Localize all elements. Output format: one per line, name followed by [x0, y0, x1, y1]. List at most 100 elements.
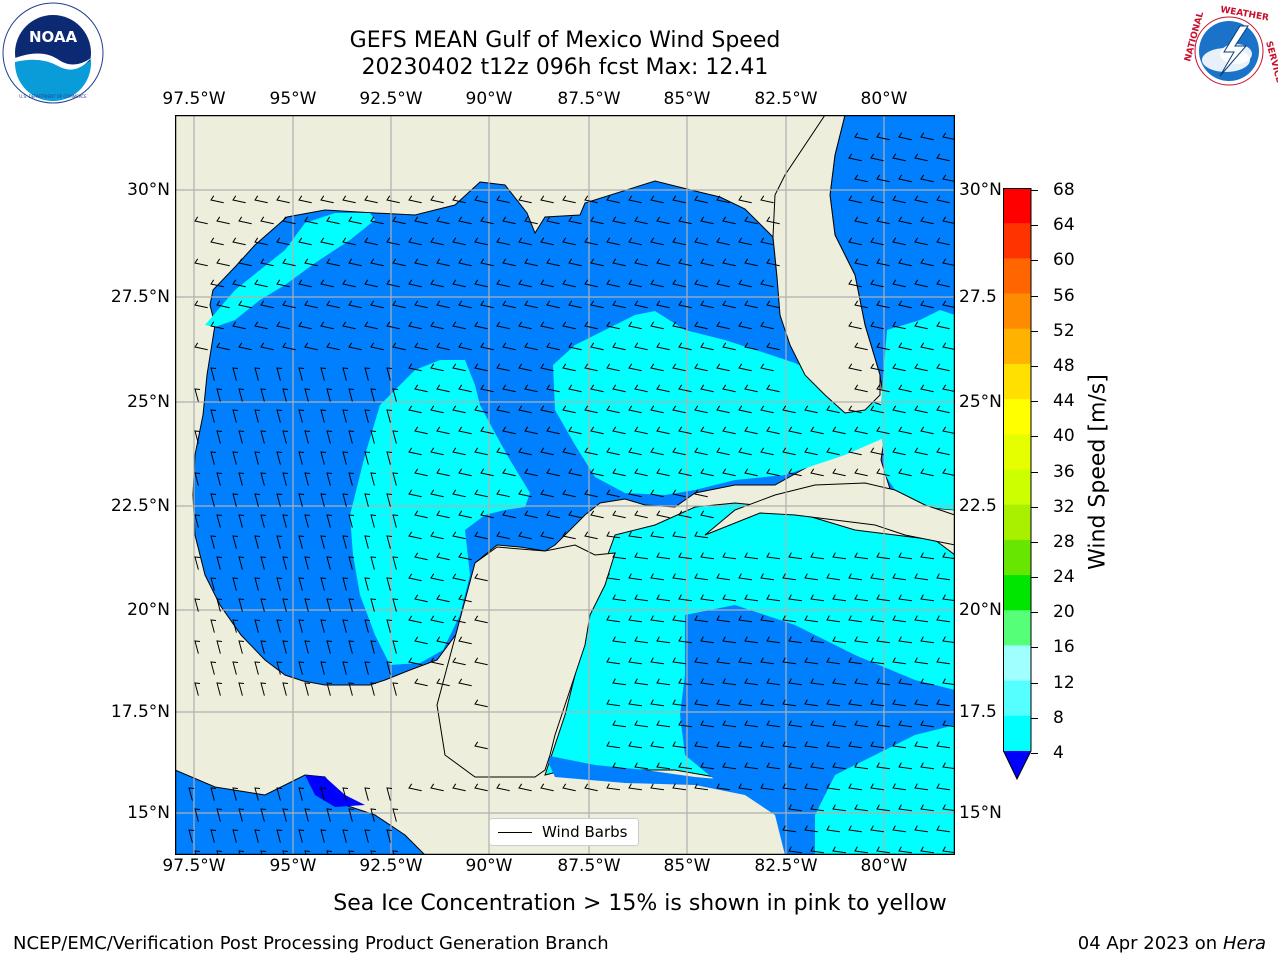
wind-barb	[342, 367, 349, 381]
wind-barb	[898, 762, 912, 770]
wind-barb	[656, 216, 670, 225]
wind-barb	[914, 321, 928, 330]
wind-barb	[458, 678, 472, 687]
wind-barb	[650, 237, 664, 246]
wind-barb	[524, 468, 538, 477]
wind-barb	[480, 426, 494, 435]
wind-barb	[474, 237, 488, 246]
wind-barb	[722, 342, 736, 351]
wind-barb	[518, 195, 532, 204]
wind-barb	[238, 472, 245, 486]
wind-barb	[826, 657, 840, 665]
wind-barb	[788, 762, 802, 770]
wind-barb	[414, 552, 428, 561]
wind-barb	[238, 216, 252, 225]
wind-barb	[276, 279, 290, 288]
wind-barb	[628, 699, 642, 707]
wind-barb	[320, 409, 327, 423]
wind-barb	[386, 493, 393, 507]
wind-barb	[804, 741, 818, 749]
wind-barb	[474, 447, 488, 456]
wind-barb	[892, 573, 906, 581]
wind-barb	[232, 661, 239, 675]
wind-barb	[502, 384, 516, 393]
wind-barb	[430, 279, 444, 288]
wind-barb	[870, 573, 884, 581]
wind-barb	[320, 237, 334, 246]
wind-barb	[210, 535, 217, 549]
wind-barb	[386, 829, 393, 843]
wind-barb	[942, 804, 956, 812]
wind-barb	[766, 678, 780, 686]
wind-barb	[370, 640, 377, 654]
map-plot	[174, 114, 956, 864]
wind-barb	[700, 594, 714, 602]
wind-barb	[606, 195, 620, 204]
wind-barb	[326, 682, 333, 696]
colorbar-tick-label: 8	[1053, 707, 1064, 728]
wind-barb	[870, 447, 884, 456]
wind-barb	[942, 300, 956, 309]
wind-barb	[870, 153, 884, 162]
wind-barb	[760, 447, 774, 456]
wind-barb	[298, 829, 305, 843]
noaa-logo-icon: NOAA U.S. DEPARTMENT OF COMMERCE	[2, 2, 104, 108]
wind-barb	[870, 615, 884, 623]
lat-label-right: 25°N	[959, 392, 1002, 412]
wind-barb	[678, 762, 692, 770]
wind-barb	[870, 783, 884, 791]
wind-barb	[744, 678, 758, 686]
wind-barb	[914, 615, 928, 623]
wind-barb	[634, 426, 648, 435]
map-frame	[174, 114, 956, 856]
wind-barb	[628, 657, 642, 665]
wind-barb	[672, 573, 686, 581]
wind-barb	[408, 363, 422, 372]
wind-barb	[518, 321, 532, 330]
wind-barb	[524, 342, 538, 351]
wind-barb	[342, 493, 349, 507]
wind-barb	[920, 846, 934, 854]
wind-barb	[694, 489, 708, 498]
wind-barb	[474, 363, 488, 372]
wind-barb	[672, 405, 686, 414]
wind-barb	[562, 447, 576, 456]
wind-barb	[430, 237, 444, 246]
wind-barb	[898, 552, 912, 560]
wind-barb	[826, 573, 840, 581]
wind-barb	[436, 384, 450, 393]
wind-barb	[892, 783, 906, 791]
wind-barb	[722, 762, 736, 770]
wind-barb	[612, 216, 626, 225]
colorbar-tick-label: 16	[1053, 637, 1075, 658]
wind-barb	[678, 216, 692, 225]
wind-barb	[650, 279, 664, 288]
wind-barb	[788, 552, 802, 560]
colorbar-tick-label: 24	[1053, 567, 1075, 588]
colorbar-tick-mark	[1031, 190, 1038, 191]
wind-barb	[914, 279, 928, 288]
wind-barb	[282, 556, 289, 570]
colorbar-segment	[1003, 575, 1031, 611]
wind-barb	[584, 363, 598, 372]
wind-barb	[942, 342, 956, 351]
wind-barb	[392, 342, 406, 351]
wind-barb	[854, 174, 868, 183]
wind-barb	[672, 447, 686, 456]
wind-barb	[782, 405, 796, 414]
wind-barb	[876, 258, 890, 267]
wind-barb	[612, 258, 626, 267]
wind-barb	[612, 300, 626, 309]
wind-barb	[766, 468, 780, 477]
wind-barb	[700, 510, 714, 519]
wind-barb	[370, 300, 384, 309]
lon-label-bottom: 87.5°W	[557, 856, 621, 876]
wind-barb	[678, 342, 692, 351]
lon-label-bottom: 97.5°W	[162, 856, 226, 876]
wind-barb	[430, 615, 444, 624]
cuba-island	[704, 482, 954, 546]
wind-barb	[348, 556, 355, 570]
wind-barb	[260, 430, 267, 444]
wind-barb	[238, 388, 245, 402]
wind-barb	[628, 237, 642, 246]
